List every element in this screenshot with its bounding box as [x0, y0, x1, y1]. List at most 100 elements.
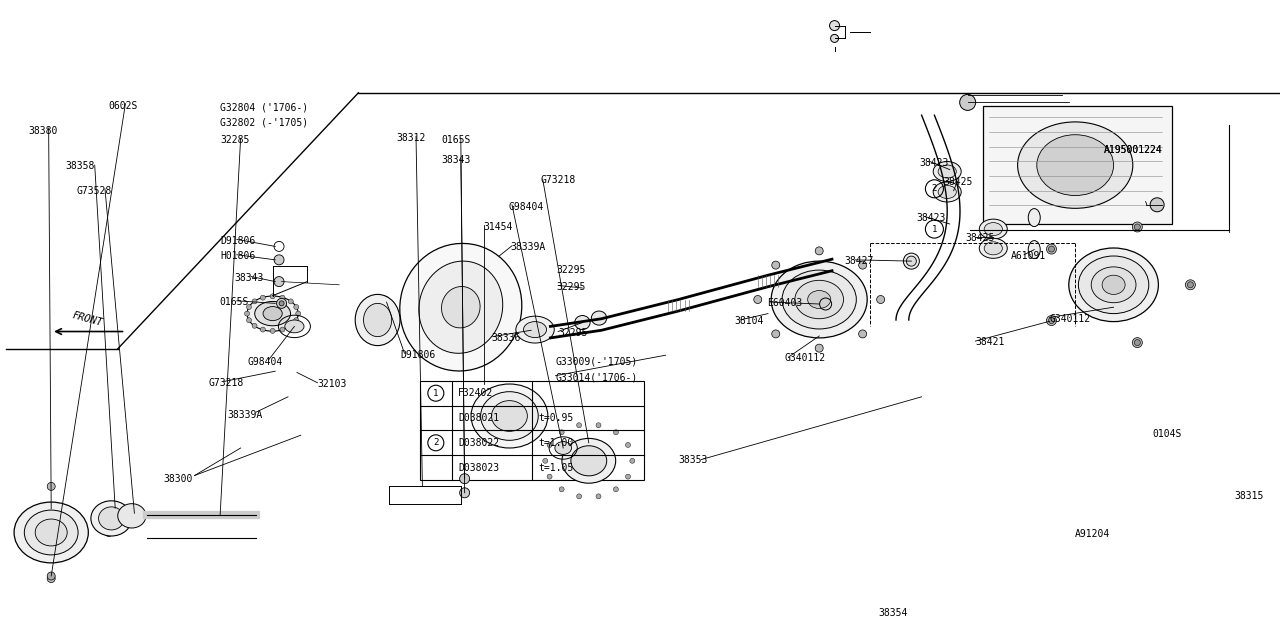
Circle shape: [1185, 280, 1196, 290]
Circle shape: [772, 261, 780, 269]
Ellipse shape: [979, 238, 1007, 259]
Ellipse shape: [1037, 135, 1114, 195]
Text: G73528: G73528: [77, 186, 113, 196]
Text: t=0.95: t=0.95: [539, 413, 575, 423]
Ellipse shape: [36, 519, 68, 546]
Circle shape: [630, 458, 635, 463]
Text: G73218: G73218: [540, 175, 576, 186]
Text: H01806: H01806: [220, 251, 256, 261]
Ellipse shape: [247, 296, 298, 332]
Ellipse shape: [356, 294, 399, 346]
Text: 38315: 38315: [1234, 491, 1263, 501]
Circle shape: [274, 255, 284, 265]
Circle shape: [460, 488, 470, 498]
Ellipse shape: [91, 501, 132, 536]
Text: 38358: 38358: [65, 161, 95, 172]
Circle shape: [596, 423, 602, 428]
Ellipse shape: [1091, 267, 1137, 303]
Ellipse shape: [808, 291, 831, 308]
Ellipse shape: [24, 510, 78, 555]
Circle shape: [772, 330, 780, 338]
Circle shape: [270, 328, 275, 333]
Text: 0104S: 0104S: [1152, 429, 1181, 439]
Circle shape: [559, 487, 564, 492]
Ellipse shape: [285, 320, 305, 333]
Ellipse shape: [118, 504, 146, 528]
Text: 38427: 38427: [845, 256, 874, 266]
Circle shape: [247, 317, 251, 323]
Text: 0602S: 0602S: [109, 100, 138, 111]
Text: 38343: 38343: [234, 273, 264, 284]
Circle shape: [288, 299, 293, 304]
Ellipse shape: [979, 219, 1007, 239]
Circle shape: [1134, 224, 1140, 230]
Text: 38312: 38312: [397, 132, 426, 143]
Ellipse shape: [524, 321, 547, 338]
Circle shape: [596, 494, 602, 499]
Circle shape: [252, 323, 257, 328]
Ellipse shape: [264, 307, 283, 321]
Ellipse shape: [562, 438, 616, 483]
Text: 38423: 38423: [919, 157, 948, 168]
Circle shape: [829, 20, 840, 31]
Circle shape: [613, 487, 618, 492]
Circle shape: [576, 494, 581, 499]
Ellipse shape: [556, 442, 572, 454]
Circle shape: [381, 299, 387, 305]
Text: G98404: G98404: [508, 202, 544, 212]
Circle shape: [276, 298, 287, 308]
Ellipse shape: [255, 301, 291, 326]
Ellipse shape: [1078, 256, 1149, 314]
Text: t=1.00: t=1.00: [539, 438, 575, 448]
Ellipse shape: [938, 165, 956, 178]
Circle shape: [831, 35, 838, 42]
Ellipse shape: [933, 161, 961, 182]
Text: F32402: F32402: [458, 388, 494, 398]
Circle shape: [294, 305, 298, 310]
Circle shape: [1188, 282, 1193, 288]
Ellipse shape: [795, 280, 844, 319]
Text: 38104: 38104: [735, 316, 764, 326]
Text: FRONT: FRONT: [70, 310, 104, 328]
Circle shape: [280, 327, 285, 332]
Text: 38336: 38336: [492, 333, 521, 343]
Circle shape: [247, 305, 251, 310]
Text: 32295: 32295: [557, 265, 586, 275]
Circle shape: [815, 247, 823, 255]
Circle shape: [1151, 198, 1164, 212]
Circle shape: [105, 529, 113, 536]
Circle shape: [576, 423, 581, 428]
Ellipse shape: [984, 223, 1002, 236]
Ellipse shape: [419, 261, 503, 353]
Circle shape: [754, 296, 762, 303]
Ellipse shape: [516, 316, 554, 343]
Text: 2: 2: [932, 184, 937, 193]
Circle shape: [47, 483, 55, 490]
Text: G33009(-'1705): G33009(-'1705): [556, 356, 637, 367]
Circle shape: [877, 296, 884, 303]
Ellipse shape: [591, 311, 607, 325]
Circle shape: [859, 261, 867, 269]
Text: 0165S: 0165S: [442, 134, 471, 145]
Bar: [983, 106, 1172, 224]
Ellipse shape: [938, 186, 956, 198]
Text: A91204: A91204: [1075, 529, 1111, 540]
Circle shape: [270, 294, 275, 299]
Ellipse shape: [1069, 248, 1158, 321]
Circle shape: [1047, 316, 1056, 326]
Text: G340112: G340112: [785, 353, 826, 364]
Circle shape: [274, 276, 284, 287]
Text: 32295: 32295: [558, 328, 588, 338]
Text: E60403: E60403: [767, 298, 803, 308]
Text: A61091: A61091: [1011, 251, 1047, 261]
Text: 38339A: 38339A: [228, 410, 264, 420]
Circle shape: [815, 344, 823, 352]
Circle shape: [559, 430, 564, 435]
Text: 38300: 38300: [164, 474, 193, 484]
Text: 31454: 31454: [484, 221, 513, 232]
Text: G33014('1706-): G33014('1706-): [556, 372, 637, 383]
Circle shape: [288, 323, 293, 328]
Circle shape: [1048, 246, 1055, 252]
Circle shape: [296, 311, 301, 316]
Text: G98404: G98404: [247, 356, 283, 367]
